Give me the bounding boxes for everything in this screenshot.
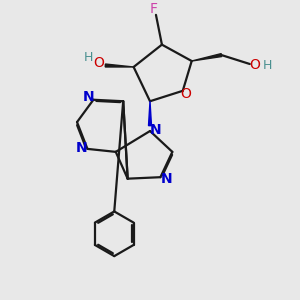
Text: O: O bbox=[93, 56, 104, 70]
Polygon shape bbox=[105, 64, 134, 67]
Text: N: N bbox=[149, 122, 161, 136]
Text: N: N bbox=[76, 141, 87, 155]
Text: F: F bbox=[150, 2, 158, 16]
Text: N: N bbox=[160, 172, 172, 186]
Polygon shape bbox=[148, 101, 152, 126]
Text: O: O bbox=[250, 58, 261, 73]
Text: H: H bbox=[84, 51, 93, 64]
Text: O: O bbox=[180, 87, 191, 101]
Polygon shape bbox=[192, 54, 222, 61]
Text: H: H bbox=[262, 59, 272, 72]
Text: N: N bbox=[83, 90, 95, 104]
